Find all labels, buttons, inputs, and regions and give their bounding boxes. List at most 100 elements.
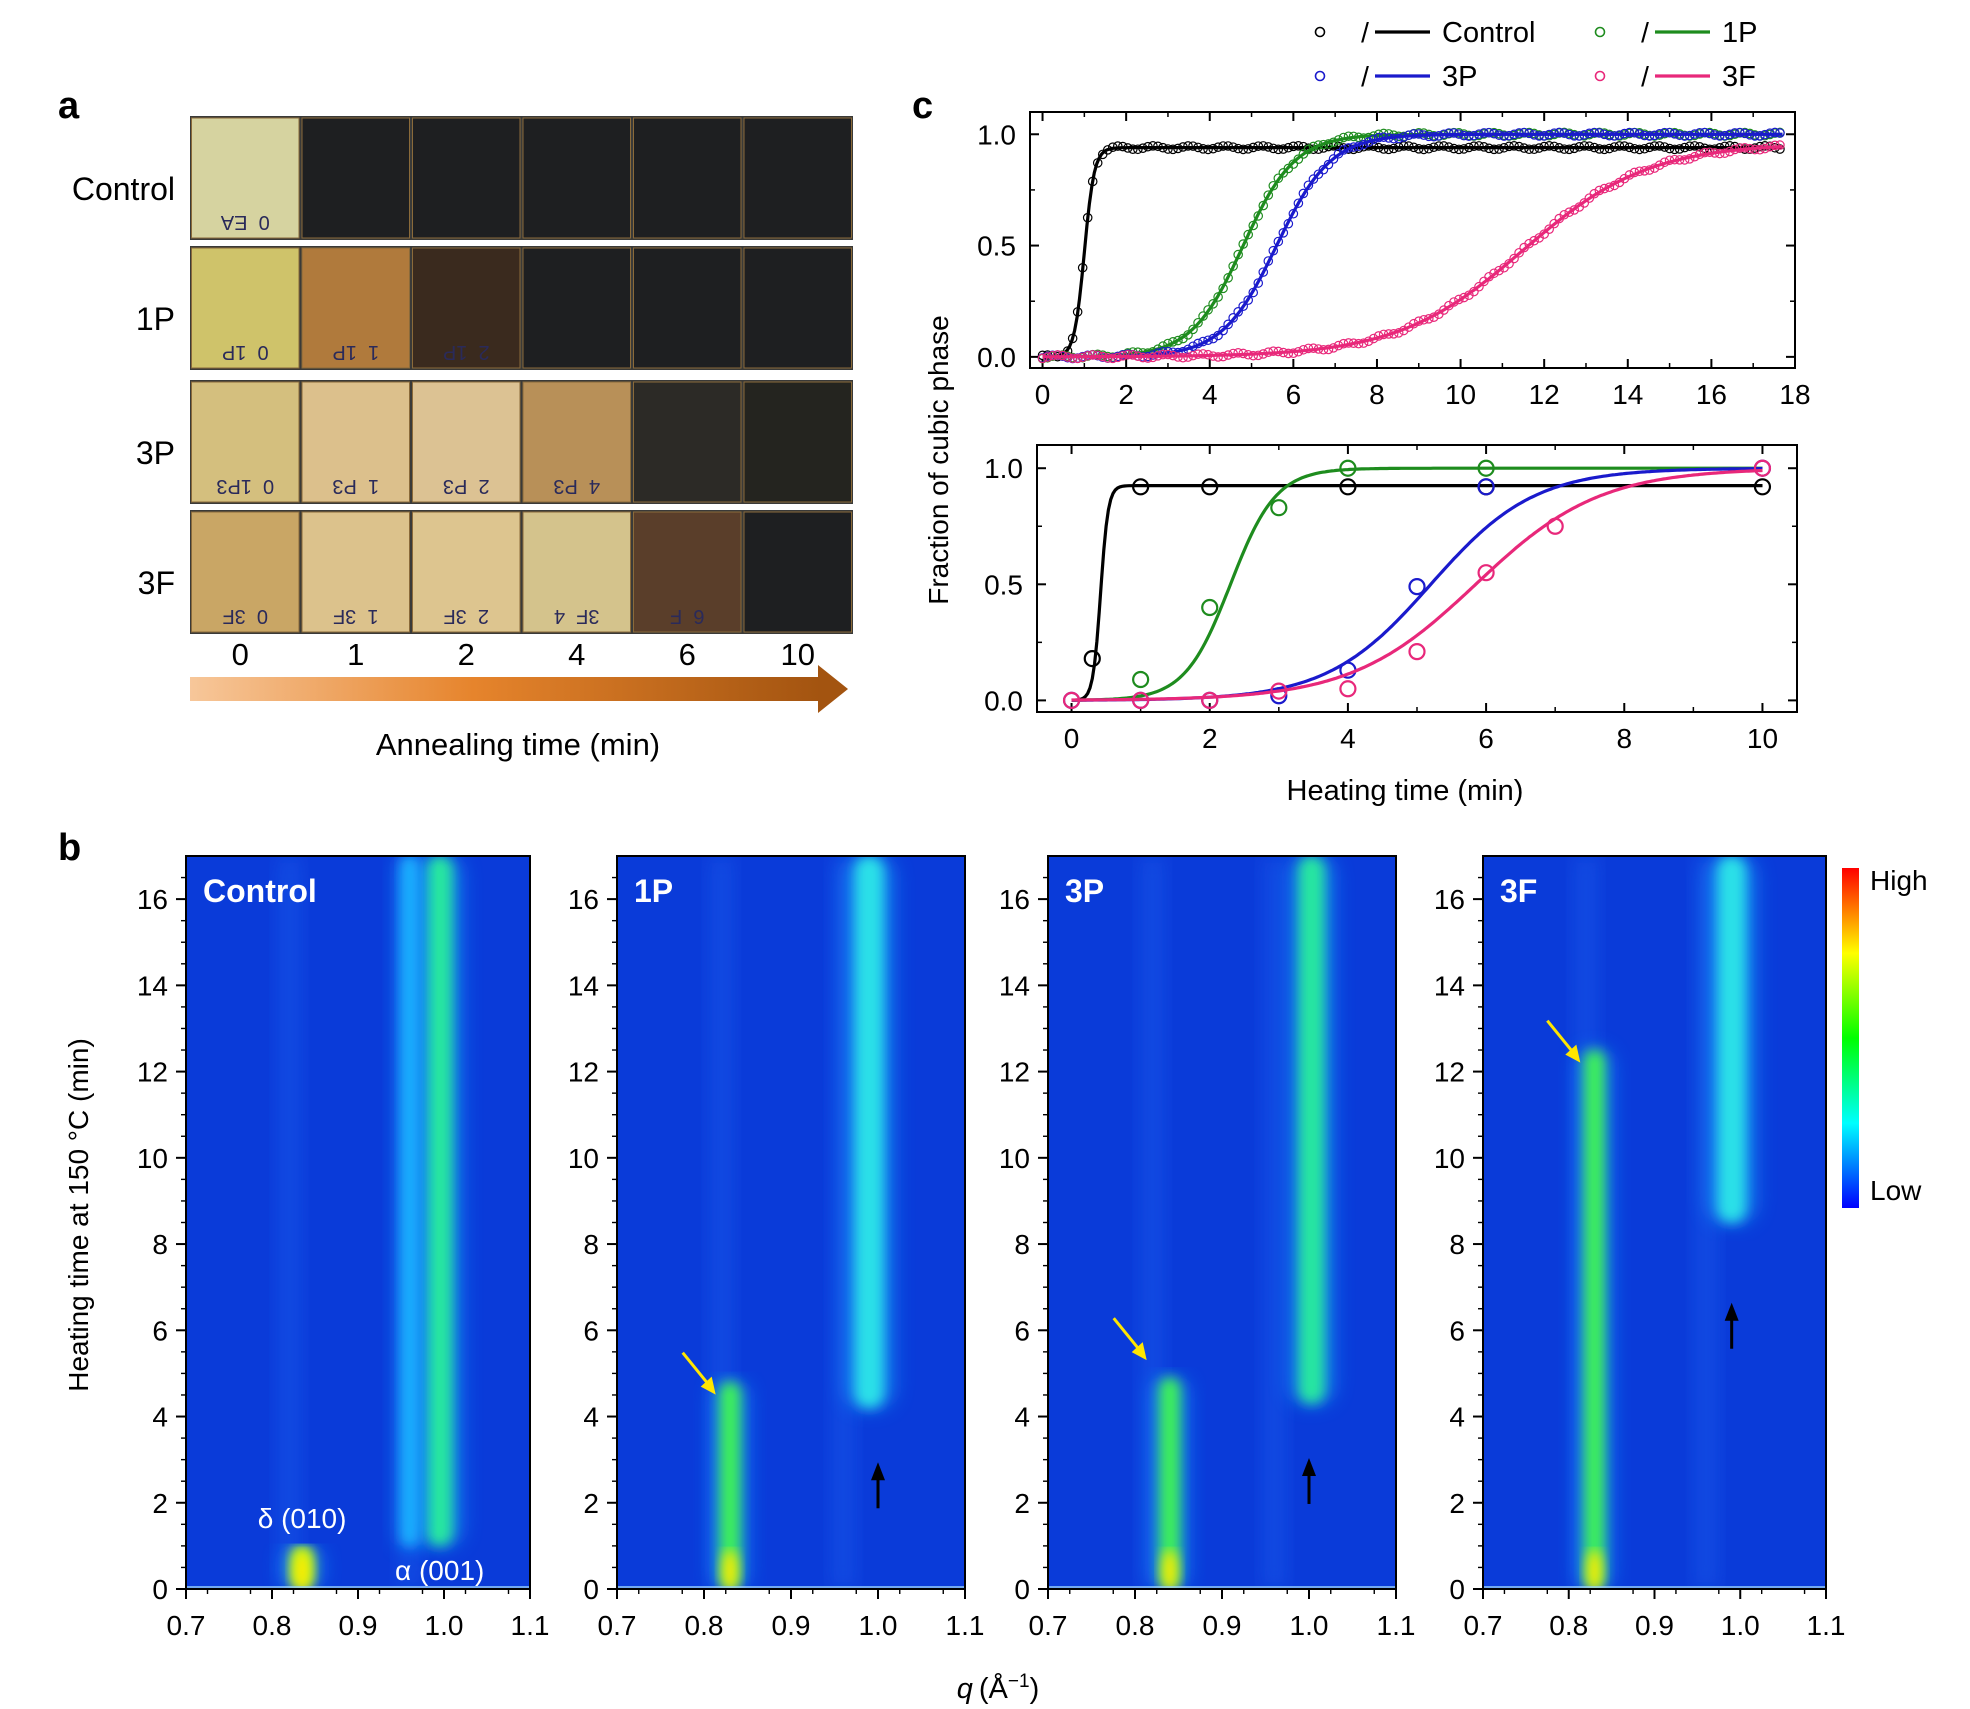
- y-tick-label: 6: [152, 1315, 168, 1346]
- data-point: [1193, 317, 1203, 328]
- data-point: [1203, 305, 1213, 315]
- band-hotspot: [722, 1549, 738, 1589]
- data-point: [1273, 144, 1284, 155]
- x-tick-label: 0.8: [253, 1610, 292, 1641]
- heatmap-panel-name-1P: 1P: [634, 873, 673, 909]
- annealing-time-label-4: 4: [568, 637, 585, 672]
- data-point: [1198, 349, 1208, 359]
- data-point: [1183, 141, 1193, 151]
- x-tick-label: 4: [1340, 723, 1356, 754]
- plot-frame: [1029, 111, 1796, 369]
- legend-label-3F: 3F: [1722, 61, 1756, 93]
- panel-c-xlabel: Heating time (min): [1287, 775, 1524, 807]
- data-point: [1474, 281, 1484, 292]
- sample-square: [301, 247, 410, 369]
- data-point: [1408, 643, 1426, 661]
- yellow-arrow-shaft: [681, 1351, 710, 1386]
- annotation-delta-010: δ (010): [258, 1503, 347, 1534]
- heatmap-background-3F: [1483, 856, 1826, 1589]
- sample-square: [412, 247, 521, 369]
- sample-square: [633, 511, 742, 633]
- sample-square: [633, 247, 742, 369]
- sample-handwriting: 0 EA: [220, 211, 270, 233]
- x-tick-label: 0.7: [167, 1610, 206, 1641]
- x-tick-label: 0.9: [772, 1610, 811, 1641]
- y-tick-label: 8: [1449, 1229, 1465, 1260]
- black-arrow-head: [871, 1462, 885, 1481]
- heatmap-bands-3F: [1483, 856, 1826, 1589]
- panel-b-ylabel: Heating time at 150 °C (min): [63, 1038, 94, 1392]
- data-point: [1203, 144, 1213, 155]
- x-tick-label: 8: [1616, 723, 1632, 754]
- legend-marker-3F: [1594, 70, 1606, 82]
- sample-row-label-Control: Control: [72, 171, 175, 207]
- legend-label-1P: 1P: [1722, 17, 1757, 49]
- data-point: [1218, 325, 1228, 336]
- heatmap-panel-name-Control: Control: [203, 873, 317, 909]
- data-point: [1258, 141, 1269, 151]
- y-tick-label: 6: [1449, 1315, 1465, 1346]
- data-point: [1689, 141, 1700, 151]
- data-point: [1459, 292, 1469, 303]
- data-point: [1293, 154, 1304, 164]
- x-tick-label: 0.9: [339, 1610, 378, 1641]
- y-tick-label: 10: [568, 1143, 599, 1174]
- black-arrow-head: [1724, 1302, 1739, 1321]
- x-tick-label: 2: [1202, 723, 1218, 754]
- data-point: [1750, 131, 1760, 141]
- data-point: [1509, 253, 1519, 264]
- fit-line-3P: [1071, 467, 1763, 702]
- data-point: [1770, 127, 1780, 138]
- data-point: [1233, 348, 1243, 358]
- data-point: [1143, 353, 1153, 363]
- panel-c-legend: / Control / 1P / 3P / 3F: [1314, 17, 1757, 93]
- band-core: [1159, 1377, 1181, 1589]
- yellow-arrow-head: [1565, 1044, 1581, 1063]
- data-point: [1201, 598, 1219, 617]
- heatmap-background-3P: [1048, 856, 1396, 1589]
- data-point: [1429, 131, 1439, 142]
- data-point: [1223, 319, 1233, 330]
- legend-marker-1P: [1594, 26, 1606, 38]
- data-point: [1529, 144, 1539, 155]
- fit-line-Control: [1071, 484, 1763, 702]
- panel-letter-a: a: [58, 85, 80, 127]
- band-core: [719, 1382, 741, 1589]
- heatmap-background-Control: [186, 856, 530, 1589]
- x-tick-label: 1.1: [1377, 1610, 1416, 1641]
- legend-separator: /: [1641, 61, 1649, 92]
- y-tick-label: 14: [568, 970, 599, 1001]
- x-tick-label: 2: [1118, 379, 1134, 410]
- sample-handwriting: 1 3F: [333, 605, 379, 627]
- series-points-3P: [1062, 459, 1772, 709]
- sample-square: [191, 511, 300, 633]
- data-point: [1549, 218, 1560, 229]
- series-points-3F: [1037, 140, 1785, 364]
- sample-square: [191, 381, 300, 503]
- x-tick-label: 1.0: [1290, 1610, 1329, 1641]
- y-tick-label: 0: [152, 1574, 168, 1605]
- fit-line-Control: [1042, 146, 1783, 359]
- data-point: [1213, 352, 1223, 362]
- data-point: [1589, 127, 1600, 138]
- data-point: [1634, 144, 1645, 155]
- panel-c-bottom-plot: 0 2 4 6 8 10 0.0 0.5 1.0: [984, 444, 1798, 754]
- heatmap-bands-1P: [617, 856, 965, 1589]
- x-tick-label: 0.8: [1549, 1610, 1588, 1641]
- data-point: [1509, 141, 1519, 151]
- x-tick-label: 0.7: [1464, 1610, 1503, 1641]
- sample-handwriting: 0 3F: [222, 605, 268, 627]
- sample-square: [412, 117, 521, 239]
- data-point: [1339, 680, 1357, 698]
- heatmap-panel-name-3F: 3F: [1500, 873, 1537, 909]
- data-point: [1524, 144, 1534, 155]
- data-point: [1494, 265, 1504, 276]
- y-tick-label: 0: [1014, 1574, 1030, 1605]
- series-points-Control: [1037, 141, 1785, 362]
- data-point: [1599, 144, 1610, 155]
- sample-square: [412, 511, 521, 633]
- y-tick-label: 4: [1014, 1402, 1030, 1433]
- data-point: [1664, 127, 1675, 138]
- x-tick-label: 0.8: [1116, 1610, 1155, 1641]
- heatmap-bands-3P: [1048, 856, 1396, 1589]
